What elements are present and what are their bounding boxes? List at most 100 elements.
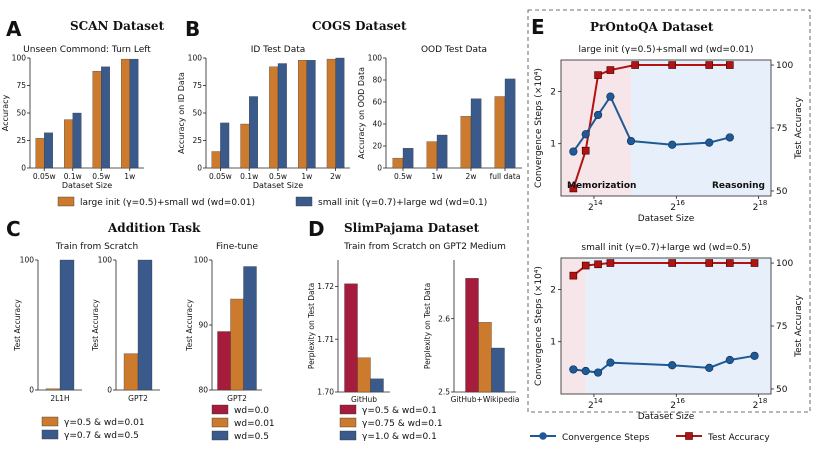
legend-c-scratch: γ=0.5 & wd=0.01 γ=0.7 & wd=0.5	[41, 416, 145, 441]
scan-bar	[35, 138, 45, 169]
add-scratch-0-ytick-label: 0	[29, 386, 34, 395]
legend-d-label: γ=0.75 & wd=0.1	[362, 419, 443, 429]
prontoqa_small-accuracy-point	[750, 259, 759, 267]
scan-xlabel: Dataset Size	[62, 181, 112, 190]
slimpajama-0-ytick-label: 1.71	[317, 335, 334, 344]
prontoqa_small-subtitle: small init (γ=0.7)+large wd (wd=0.5)	[581, 243, 750, 253]
cogs_id-xtick-label: 0.1w	[240, 172, 258, 181]
addition-scratch-chart: Train from Scratch 0 100 2L1H Test Accuracy 0…	[13, 242, 160, 403]
prontoqa_large-subtitle: large init (γ=0.5)+small wd (wd=0.01)	[579, 45, 754, 55]
cogs_id-xtick-label: 0.05w	[209, 172, 232, 181]
prontoqa_large-accuracy-point	[705, 61, 714, 69]
prontoqa_small-accuracy-point	[726, 259, 734, 267]
add-finetune-ytick-label: 90	[198, 321, 208, 330]
prontoqa_large-xtick-base: 2	[588, 203, 594, 213]
cogs_ood-ytick-label: 40	[372, 120, 382, 129]
cogs_id-bar	[220, 122, 230, 169]
prontoqa_small-right-ylabel: Test Accuracy	[794, 294, 804, 357]
cogs_ood-bar	[426, 141, 438, 169]
add-scratch-1-ytick-label: 0	[107, 386, 112, 395]
panel-c-letter: C	[6, 217, 21, 241]
prontoqa_small-convergence-point	[593, 368, 603, 377]
prontoqa_small-convergence-point	[569, 365, 578, 374]
scan-ytick-label: 50	[16, 109, 26, 118]
cogs_id-bar	[240, 123, 250, 169]
slimpajama-ylabel: Perplexity on Test Data	[423, 283, 432, 369]
cogs_id-ytick-label: 100	[188, 54, 203, 63]
prontoqa_small-region-reasoning	[585, 258, 771, 394]
legend-d-label: γ=0.5 & wd=0.1	[362, 406, 437, 416]
cogs_ood-ytick-label: 60	[372, 98, 382, 107]
prontoqa_large-xtick-exp: 16	[676, 199, 685, 207]
prontoqa_large-convergence-point	[569, 147, 578, 156]
prontoqa_large-accuracy-point	[668, 61, 676, 69]
add-scratch-1-ytick-label: 100	[98, 256, 113, 265]
legend-large-init: large init (γ=0.5)+small wd (wd=0.01)	[80, 198, 255, 208]
slimpajama-1-ytick-label: 2.6	[438, 314, 450, 323]
prontoqa_small-left-ylabel: Convergence Steps (×10⁴)	[534, 266, 544, 386]
cogs_ood-xtick-label: 0.5w	[394, 172, 412, 181]
prontoqa_small-accuracy-point	[606, 259, 615, 267]
add-scratch-ylabel: Test Accuracy	[13, 299, 22, 352]
cogs_ood-ylabel: Accuracy on OOD Data	[357, 67, 366, 159]
prontoqa_small-right-tick-label: 75	[776, 322, 787, 332]
prontoqa_small-left-tick-label: 1	[550, 338, 556, 348]
scan-bar	[101, 66, 110, 169]
add-finetune-bar	[230, 298, 244, 391]
add-scratch-xtick-label: 2L1H	[50, 394, 69, 403]
legend-c-scratch-swatch	[41, 416, 59, 427]
prontoqa_small-accuracy-point	[569, 271, 578, 280]
panel-e-title: PrOntoQA Dataset	[590, 20, 714, 34]
prontoqa_large-right-tick-label: 75	[776, 124, 787, 134]
cogs_ood-bar	[470, 98, 482, 169]
cogs_ood-ytick-label: 80	[372, 76, 382, 85]
cogs_id-xtick-label: 2w	[330, 172, 341, 181]
prontoqa_large-xtick-label: 218	[753, 199, 768, 213]
prontoqa_small-convergence-point	[668, 361, 677, 370]
scan-bar	[64, 119, 73, 169]
prontoqa_large-accuracy-point	[569, 184, 578, 193]
legend-c-finetune: wd=0.0 wd=0.01 wd=0.5	[211, 404, 275, 442]
prontoqa_large-xtick-exp: 18	[758, 199, 767, 207]
scan-bar	[129, 58, 139, 169]
add-scratch-bar	[123, 353, 139, 391]
prontoqa_small-xtick-base: 2	[670, 401, 676, 411]
legend-c-scratch-label: γ=0.5 & wd=0.01	[64, 418, 145, 428]
prontoqa_large-accuracy-point	[594, 71, 602, 79]
panel-e-letter: E	[531, 15, 545, 39]
scan-ytick-label: 75	[16, 81, 26, 90]
prontoqa_small-xtick-exp: 16	[676, 397, 685, 405]
prontoqa_large-xtick-label: 216	[670, 199, 685, 213]
prontoqa_small-accuracy-point	[668, 259, 676, 267]
prontoqa_large-xtick-base: 2	[670, 203, 676, 213]
prontoqa_large-region-memorization	[561, 60, 631, 196]
legend-c-finetune-label: wd=0.01	[234, 419, 275, 429]
addition-finetune-chart: Fine-tune 80 90 100 GPT2 Test Accuracy	[185, 242, 262, 403]
prontoqa_large-convergence-point	[593, 110, 603, 120]
legend-e-accuracy-marker	[685, 432, 693, 440]
scan-xtick-label: 0.1w	[64, 172, 82, 181]
scan-xtick-label: 1w	[124, 172, 135, 181]
cogs_ood-xtick-label: 2w	[466, 172, 477, 181]
legend-e-accuracy-label: Test Accuracy	[707, 433, 770, 443]
cogs_id-xlabel: Dataset Size	[253, 181, 303, 190]
prontoqa_small-xtick-base: 2	[588, 401, 594, 411]
cogs-id-chart: 0 25 50 75 100 0.05w 0.1w 0.5w 1w 2w ID Test Data D…	[177, 45, 350, 190]
cogs_id-ytick-label: 0	[197, 164, 202, 173]
prontoqa_small-accuracy-point	[705, 259, 714, 267]
cogs_ood-xtick-label: full data	[490, 172, 521, 181]
scan-chart: 0 25 50 75 100 0.05w 0.1w 0.5w 1w Unseen Commond:…	[1, 45, 151, 190]
scan-bar	[92, 71, 102, 169]
legend-c-finetune-swatch	[211, 417, 229, 428]
cogs_ood-xtick-label: 1w	[432, 172, 443, 181]
prontoqa_large-region-label-reasoning: Reasoning	[712, 181, 765, 191]
cogs_id-bar	[335, 57, 345, 169]
prontoqa_small-left-tick-label: 2	[550, 285, 556, 295]
add-scratch-bar	[45, 388, 61, 391]
scan-subtitle: Unseen Commond: Turn Left	[23, 45, 151, 55]
prontoqa-large-chart: large init (γ=0.5)+small wd (wd=0.01)214…	[534, 45, 804, 224]
prontoqa_small-convergence-point	[750, 351, 759, 360]
cogs_id-bar	[298, 60, 307, 169]
legend-d-swatch	[339, 417, 357, 428]
